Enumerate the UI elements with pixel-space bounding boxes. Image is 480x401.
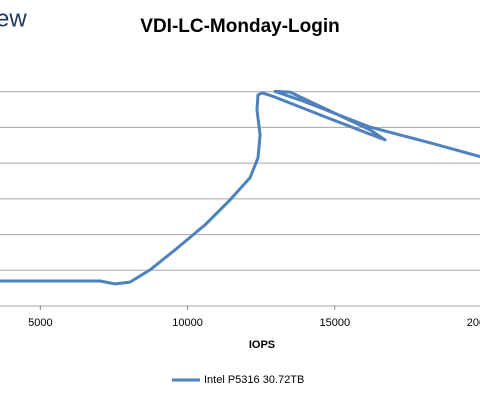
x-tick-label: 10000 xyxy=(172,317,203,329)
x-tick-label: 5000 xyxy=(28,317,52,329)
brand-logo: ew xyxy=(0,5,27,32)
legend-label: Intel P5316 30.72TB xyxy=(204,374,304,386)
x-tick-label: 15000 xyxy=(319,317,350,329)
x-axis-label: IOPS xyxy=(249,339,275,351)
x-tick-label: 20000 xyxy=(467,317,480,329)
data-line xyxy=(0,89,480,286)
chart-title: VDI-LC-Monday-Login xyxy=(140,16,339,37)
